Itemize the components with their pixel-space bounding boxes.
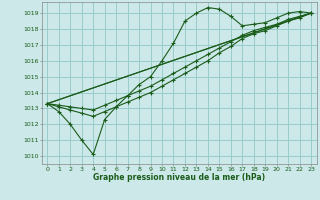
X-axis label: Graphe pression niveau de la mer (hPa): Graphe pression niveau de la mer (hPa) (93, 173, 265, 182)
